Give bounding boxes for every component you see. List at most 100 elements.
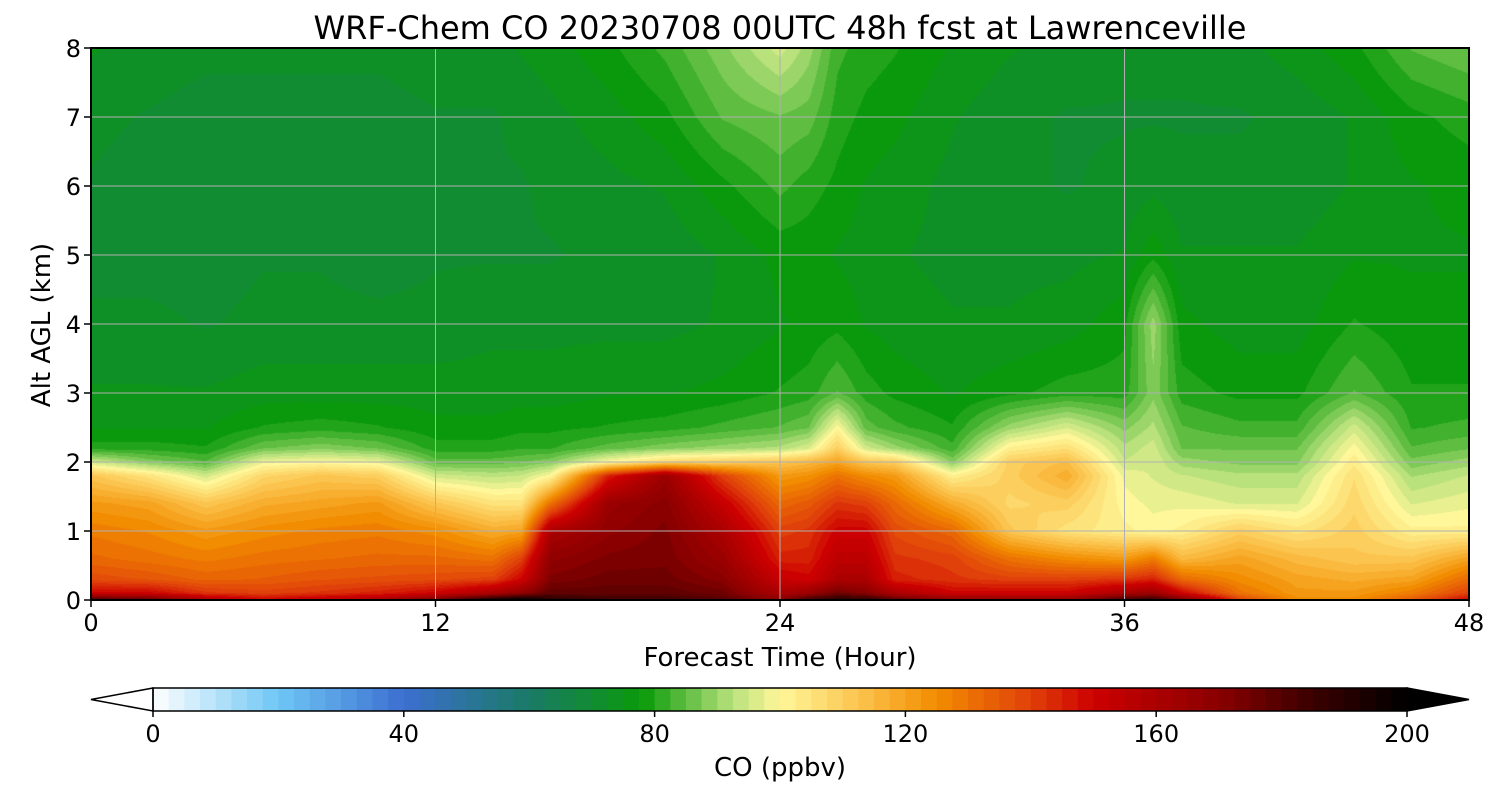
colorbar-segment	[184, 688, 201, 711]
colorbar-segment	[341, 688, 358, 711]
colorbar-segment	[591, 688, 609, 711]
colorbar-segment	[200, 688, 217, 711]
y-tick-label: 8	[66, 35, 81, 63]
colorbar-segment	[670, 688, 687, 711]
colorbar-segment	[1297, 688, 1314, 711]
colorbar-segment	[983, 688, 1001, 711]
colorbar-segment	[466, 688, 483, 711]
colorbar-frame	[152, 687, 1408, 712]
colorbar-segment	[780, 688, 797, 711]
colorbar-segment	[1093, 688, 1110, 711]
y-tick-label: 1	[66, 518, 81, 546]
colorbar-segment	[309, 688, 327, 711]
colorbar-segment	[388, 688, 405, 711]
colorbar-label: CO (ppbv)	[714, 753, 846, 783]
colorbar-tick-label: 80	[639, 720, 670, 748]
colorbar-segment	[1391, 688, 1408, 711]
colorbar-tick-label: 200	[1384, 720, 1430, 748]
colorbar-segment	[1156, 688, 1173, 711]
colorbar-segment	[827, 688, 844, 711]
colorbar-segment	[685, 688, 703, 711]
colorbar-segment	[701, 688, 718, 711]
colorbar-segment	[1015, 688, 1032, 711]
colorbar-tick-label: 120	[882, 720, 928, 748]
colorbar-segment	[999, 688, 1016, 711]
colorbar-tick-label: 160	[1133, 720, 1179, 748]
colorbar-segment	[842, 688, 859, 711]
colorbar-segment	[921, 688, 938, 711]
x-tick-label: 48	[1454, 609, 1485, 637]
colorbar-segment	[811, 688, 828, 711]
colorbar-segment	[450, 688, 468, 711]
colorbar-segment	[1234, 688, 1251, 711]
colorbar-segment	[968, 688, 985, 711]
colorbar-segment	[858, 688, 875, 711]
colorbar-segment	[1375, 688, 1392, 711]
colorbar-max-extension	[1406, 687, 1470, 712]
colorbar-segment	[215, 688, 232, 711]
colorbar-segment	[732, 688, 750, 711]
colorbar-segment	[1281, 688, 1298, 711]
colorbar-segment	[1344, 688, 1361, 711]
colorbar-segment	[1140, 688, 1157, 711]
colorbar-segment	[623, 688, 640, 711]
colorbar-tick-label: 0	[145, 720, 160, 748]
colorbar-segment	[1203, 688, 1220, 711]
colorbar-segment	[1187, 688, 1204, 711]
x-tick-label: 0	[83, 609, 98, 637]
y-tick-label: 7	[66, 104, 81, 132]
colorbar-segment	[1265, 688, 1283, 711]
y-tick-label: 0	[66, 587, 81, 615]
colorbar-segment	[764, 688, 781, 711]
colorbar-segment	[1046, 688, 1063, 711]
colorbar-segment	[795, 688, 812, 711]
y-tick-label: 2	[66, 449, 81, 477]
x-axis: 0 12 24 36 48	[83, 600, 1484, 637]
y-tick-label: 6	[66, 173, 81, 201]
colorbar: 0 40 80 120 160 200	[90, 687, 1470, 748]
colorbar-segment	[905, 688, 922, 711]
colorbar-segment	[278, 688, 295, 711]
colorbar-segment	[403, 688, 421, 711]
x-tick-label: 12	[420, 609, 451, 637]
colorbar-segment	[262, 688, 279, 711]
colorbar-segment	[1312, 688, 1330, 711]
x-tick-label: 24	[765, 609, 796, 637]
colorbar-segment	[936, 688, 954, 711]
x-axis-label: Forecast Time (Hour)	[643, 643, 916, 673]
colorbar-segment	[372, 688, 389, 711]
colorbar-segment	[497, 688, 515, 711]
colorbar-segment	[419, 688, 436, 711]
y-tick-label: 3	[66, 380, 81, 408]
colorbar-segment	[1062, 688, 1079, 711]
colorbar-segment	[356, 688, 374, 711]
colorbar-min-extension	[90, 687, 154, 712]
colorbar-segment	[529, 688, 546, 711]
colorbar-segment	[717, 688, 734, 711]
y-tick-label: 4	[66, 311, 81, 339]
colorbar-segment	[168, 688, 185, 711]
y-axis-label: Alt AGL (km)	[27, 243, 57, 407]
colorbar-segment	[325, 688, 342, 711]
colorbar-segment	[247, 688, 264, 711]
colorbar-segment	[748, 688, 765, 711]
colorbar-segment	[1124, 688, 1142, 711]
colorbar-segment	[1218, 688, 1236, 711]
colorbar-segment	[576, 688, 593, 711]
colorbar-segment	[1328, 688, 1345, 711]
colorbar-segment	[874, 688, 891, 711]
colorbar-segment	[1171, 688, 1189, 711]
colorbar-segment	[482, 688, 499, 711]
colorbar-segment	[560, 688, 577, 711]
colorbar-segment	[435, 688, 452, 711]
colorbar-tick-label: 40	[389, 720, 420, 748]
colorbar-segment	[1030, 688, 1048, 711]
colorbar-segment	[889, 688, 906, 711]
x-tick-label: 36	[1109, 609, 1140, 637]
colorbar-segment	[638, 688, 656, 711]
colorbar-segment	[513, 688, 530, 711]
colorbar-segment	[153, 688, 170, 711]
y-axis: 0 1 2 3 4 5 6 7 8	[66, 35, 91, 615]
colorbar-segment	[231, 688, 248, 711]
